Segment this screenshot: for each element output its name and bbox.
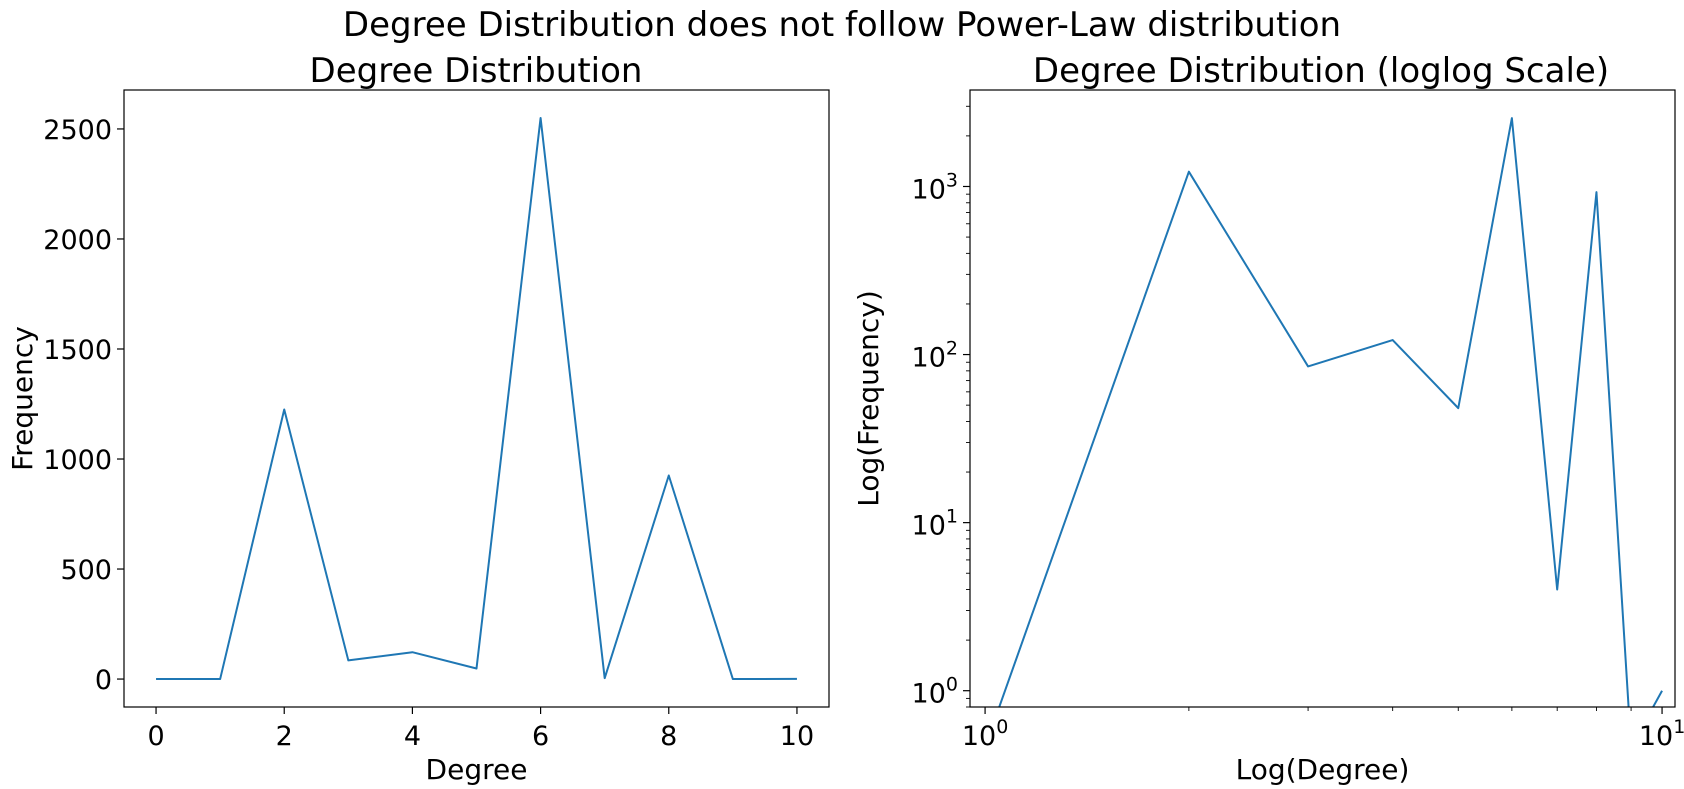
linear-panel-title: Degree Distribution: [310, 51, 643, 91]
x-tick-label: 0: [147, 721, 164, 752]
x-tick-label: 10: [780, 721, 814, 752]
x-tick-label: 4: [404, 721, 421, 752]
x-tick-label: 8: [660, 721, 677, 752]
linear-panel-ticks: 0 2 4 6 8 10 0 500 1000 1500 2000 2500: [43, 115, 814, 752]
y-tick-label: 102: [912, 338, 958, 374]
loglog-panel-frame: [969, 89, 1676, 708]
x-tick-label: 6: [532, 721, 549, 752]
y-tick-label: 2000: [43, 225, 112, 256]
y-tick-label: 2500: [43, 115, 112, 146]
y-tick-label: 1500: [43, 335, 112, 366]
x-tick-label: 101: [1639, 716, 1684, 752]
loglog-panel-ylabel: Log(Frequency): [852, 290, 885, 507]
y-tick-label: 103: [912, 169, 958, 205]
x-tick-label: 100: [962, 716, 1008, 752]
loglog-degree-panel: Degree Distribution (loglog Scale) 100 10…: [852, 51, 1684, 786]
loglog-panel-ticks: 100 101 100 101 102 103: [912, 105, 1684, 752]
loglog-panel-title: Degree Distribution (loglog Scale): [1033, 51, 1609, 91]
y-tick-label: 101: [912, 506, 958, 542]
loglog-degree-series-line: [998, 117, 1663, 707]
linear-panel-frame: [123, 89, 830, 708]
x-tick-label: 2: [276, 721, 293, 752]
loglog-panel-xlabel: Log(Degree): [1236, 753, 1410, 786]
y-tick-label: 500: [60, 555, 112, 586]
linear-panel-ylabel: Frequency: [6, 326, 39, 471]
figure-suptitle: Degree Distribution does not follow Powe…: [343, 5, 1341, 45]
linear-degree-panel: Degree Distribution 0 2 4 6 8 10 0 500 1000 1500 2…: [6, 51, 830, 786]
y-tick-label: 100: [912, 674, 958, 710]
y-tick-label: 0: [95, 665, 112, 696]
linear-panel-xlabel: Degree: [426, 753, 528, 786]
linear-degree-series-line: [156, 116, 797, 681]
y-tick-label: 1000: [43, 445, 112, 476]
